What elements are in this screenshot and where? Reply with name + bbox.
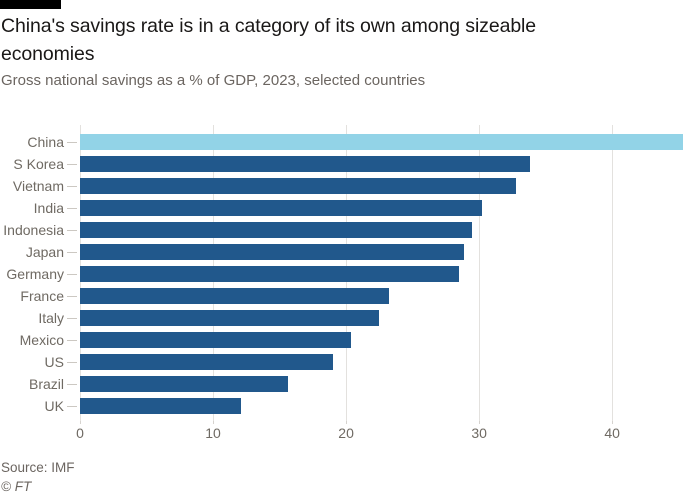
ft-copyright: © FT: [1, 479, 32, 494]
x-axis: 0 10 20 30 40: [76, 421, 684, 443]
source-note: Source: IMF: [1, 460, 75, 475]
category-label: Germany: [6, 266, 64, 282]
bar: [80, 376, 288, 392]
label-tick: [67, 383, 77, 385]
bar-row: China: [0, 131, 684, 153]
bar-track: [80, 200, 684, 216]
bar-row: India: [0, 197, 684, 219]
axis-tick-label: 30: [471, 425, 487, 441]
axis-tick: [612, 421, 614, 424]
category-label: Italy: [38, 310, 64, 326]
bar: [80, 310, 380, 326]
bar-track: [80, 178, 684, 194]
label-tick: [67, 339, 77, 341]
bar-row: US: [0, 351, 684, 373]
category-label: Indonesia: [3, 222, 64, 238]
bar-track: [80, 376, 684, 392]
category-label: Vietnam: [12, 178, 64, 194]
label-tick: [67, 163, 77, 165]
axis-tick-label: 20: [338, 425, 354, 441]
label-tick: [67, 405, 77, 407]
bar-track: [80, 354, 684, 370]
bar: [80, 354, 333, 370]
label-tick: [67, 361, 77, 363]
label-tick: [67, 229, 77, 231]
bar-track: [80, 222, 684, 238]
bar-row: Germany: [0, 263, 684, 285]
category-label: France: [20, 288, 64, 304]
gridline: [612, 125, 614, 421]
label-tick: [67, 141, 77, 143]
bar: [80, 266, 460, 282]
ft-top-rule: [0, 0, 61, 9]
bar-chart: China S Korea Vietnam India Indonesia Japan Ge…: [0, 125, 684, 441]
bar-track: [80, 244, 684, 260]
bar: [80, 178, 517, 194]
bar-track: [80, 288, 684, 304]
axis-tick: [346, 421, 348, 424]
bar: [80, 244, 465, 260]
bar-row: Japan: [0, 241, 684, 263]
category-label: India: [33, 200, 64, 216]
category-label: S Korea: [13, 156, 64, 172]
label-tick: [67, 295, 77, 297]
bar-row: Vietnam: [0, 175, 684, 197]
axis-tick-label: 40: [604, 425, 620, 441]
bar-row: S Korea: [0, 153, 684, 175]
bar-row: France: [0, 285, 684, 307]
label-tick: [67, 251, 77, 253]
category-label: US: [44, 354, 64, 370]
bar: [80, 398, 241, 414]
axis-tick-label: 0: [76, 425, 84, 441]
bar-row: Indonesia: [0, 219, 684, 241]
bar-track: [80, 310, 684, 326]
bar: [80, 332, 352, 348]
bar-row: UK: [0, 395, 684, 417]
bar-track: [80, 266, 684, 282]
bar: [80, 134, 683, 150]
bar: [80, 200, 482, 216]
label-tick: [67, 185, 77, 187]
category-label: UK: [44, 398, 64, 414]
bar-row: Italy: [0, 307, 684, 329]
bar-row: Mexico: [0, 329, 684, 351]
label-tick: [67, 317, 77, 319]
bar: [80, 156, 530, 172]
bar: [80, 222, 473, 238]
bar-rows: China S Korea Vietnam India Indonesia Japan Ge…: [0, 131, 684, 417]
label-tick: [67, 207, 77, 209]
bar-track: [80, 156, 684, 172]
category-label: Brazil: [28, 376, 64, 392]
category-label: Japan: [25, 244, 64, 260]
axis-tick: [80, 421, 81, 424]
chart-title: China's savings rate is in a category of…: [1, 15, 537, 65]
bar-track: [80, 398, 684, 414]
bar-track: [80, 332, 684, 348]
bar-row: Brazil: [0, 373, 684, 395]
chart-subtitle: Gross national savings as a % of GDP, 20…: [1, 72, 426, 89]
axis-tick: [479, 421, 481, 424]
bar-track: [80, 134, 684, 150]
category-label: China: [27, 134, 64, 150]
bar: [80, 288, 389, 304]
axis-tick: [213, 421, 215, 424]
axis-tick-label: 10: [205, 425, 221, 441]
category-label: Mexico: [19, 332, 64, 348]
gridline: [479, 125, 481, 421]
label-tick: [67, 273, 77, 275]
